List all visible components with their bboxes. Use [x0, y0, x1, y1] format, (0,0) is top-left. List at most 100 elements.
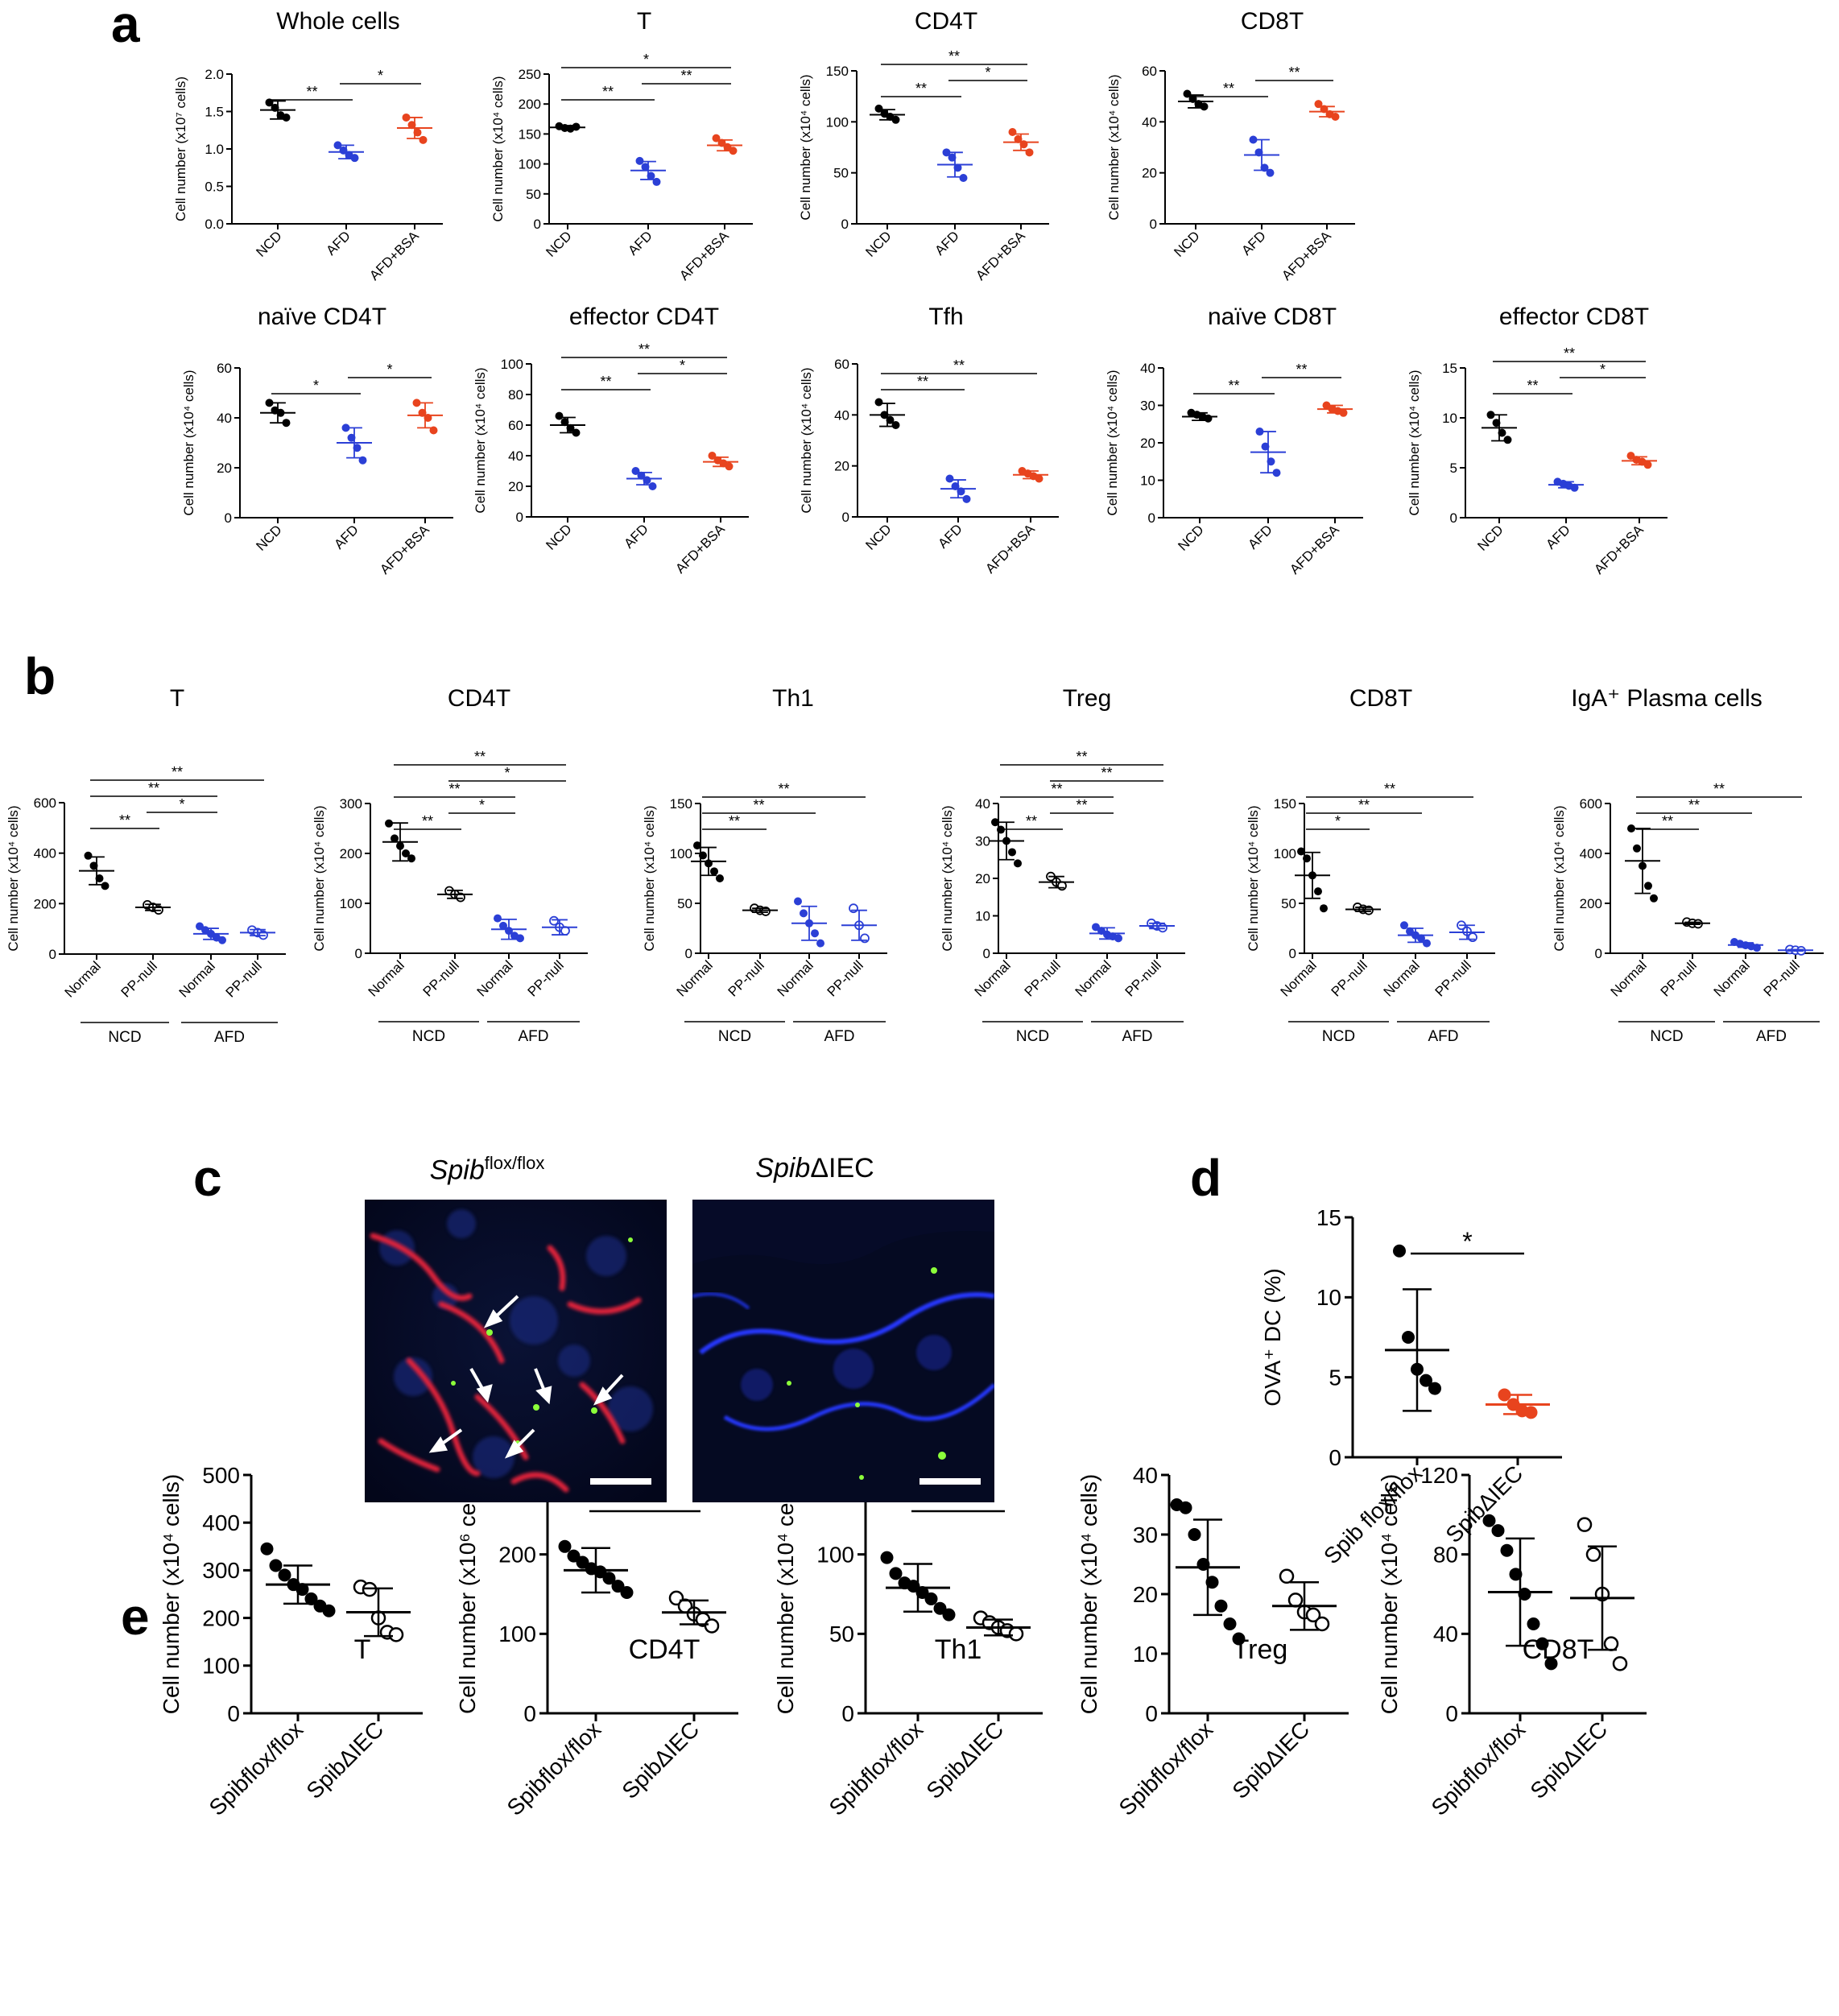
data-point	[611, 1580, 625, 1593]
y-axis-label: OVA⁺ DC (%)	[1260, 1268, 1285, 1406]
data-point	[1232, 1632, 1246, 1646]
data-point	[1057, 881, 1067, 891]
y-tick-label: 100	[816, 1542, 854, 1567]
data-point	[388, 1627, 404, 1642]
y-axis-label: Cell number (x10⁴ cells)	[181, 370, 196, 515]
y-tick-label: 0	[1148, 510, 1155, 526]
y-tick-label: 250	[519, 67, 541, 82]
group-label: NCD	[718, 1028, 751, 1045]
data-point	[350, 154, 359, 163]
y-tick-label: 0	[842, 510, 849, 525]
data-point	[1393, 1244, 1406, 1258]
y-tick-label: 300	[202, 1558, 240, 1583]
chart-b5: CD8T 0 50 100 150 Cell number (x10⁴ cells) Nor…	[1246, 685, 1495, 1045]
y-tick-label: 30	[1133, 1522, 1158, 1547]
x-tick-label: AFD	[932, 228, 961, 258]
data-point	[1500, 1543, 1514, 1557]
y-tick-label: 300	[340, 796, 362, 812]
chart-title: CD4T	[448, 685, 510, 712]
data-point	[558, 1539, 572, 1553]
significance-label: **	[474, 749, 486, 765]
y-axis-label: Cell number (x10⁴ cells)	[1377, 1474, 1402, 1714]
data-point	[1643, 461, 1652, 469]
significance-label: *	[504, 765, 510, 781]
x-tick-label: AFD+BSA	[672, 521, 728, 576]
y-tick-label: 60	[834, 357, 849, 372]
y-tick-label: 100	[501, 357, 523, 372]
y-axis-label: Cell number (x10⁴ cells)	[798, 74, 813, 220]
x-tick-label: PP-null	[824, 957, 866, 999]
x-tick-label: Spib flox/flox	[1319, 1460, 1427, 1568]
data-point	[1626, 452, 1635, 461]
panel-label-b: b	[24, 647, 56, 705]
x-tick-label: Normal	[1711, 957, 1753, 999]
y-tick-label: 0.0	[205, 217, 224, 232]
data-point	[693, 841, 701, 850]
y-tick-label: 40	[975, 796, 990, 812]
data-point	[647, 171, 655, 180]
y-axis-label: Cell number (x10⁴ cells)	[473, 367, 488, 513]
data-point	[1249, 135, 1258, 144]
y-axis-label: Cell number (x10⁴ cells)	[312, 805, 327, 951]
data-point	[1014, 134, 1023, 143]
y-tick-label: 100	[1274, 846, 1296, 861]
group-label: AFD	[1756, 1028, 1787, 1045]
y-tick-label: 0	[1450, 510, 1457, 526]
y-tick-label: 40	[1433, 1621, 1458, 1646]
data-point	[269, 1559, 283, 1572]
significance-label: **	[1288, 64, 1300, 81]
y-tick-label: 20	[975, 871, 990, 886]
data-point	[1633, 844, 1641, 853]
data-point	[933, 1601, 947, 1615]
data-point	[333, 141, 342, 150]
x-tick-label: Spibflox/flox	[1427, 1716, 1531, 1820]
data-point	[959, 174, 968, 182]
data-point	[1577, 1517, 1593, 1532]
y-tick-label: 60	[1142, 64, 1157, 79]
x-tick-label: Normal	[1608, 957, 1650, 999]
chart-title: Tfh	[928, 304, 963, 330]
chart-b3: Th1 0 50 100 150 Cell number (x10⁴ cells) Norm…	[642, 685, 887, 1045]
data-point	[1603, 1636, 1619, 1651]
data-point	[648, 482, 657, 490]
y-tick-label: 20	[1142, 166, 1157, 181]
data-point	[1417, 934, 1425, 943]
y-tick-label: 400	[1580, 846, 1602, 861]
data-point	[1509, 1568, 1523, 1581]
y-tick-label: 80	[508, 387, 523, 403]
x-tick-label: AFD+BSA	[1287, 522, 1342, 577]
data-point	[1423, 939, 1431, 948]
group-label: AFD	[519, 1028, 549, 1045]
y-tick-label: 0	[1445, 1701, 1458, 1726]
data-point	[1008, 1626, 1024, 1642]
y-tick-label: 0	[516, 510, 523, 525]
micrograph-left-title: Spibflox/flox	[366, 1153, 608, 1186]
y-tick-label: 120	[1420, 1463, 1458, 1488]
x-tick-label: NCD	[253, 228, 284, 259]
data-point	[1303, 854, 1311, 863]
y-tick-label: 40	[1140, 361, 1155, 376]
data-point	[1570, 483, 1579, 492]
significance-label: **	[422, 813, 433, 829]
y-tick-label: 50	[833, 166, 849, 181]
data-point	[725, 462, 734, 471]
data-point	[945, 474, 954, 483]
data-point	[572, 428, 581, 437]
y-tick-label: 100	[670, 846, 692, 861]
data-point	[566, 423, 575, 432]
data-point	[1468, 932, 1477, 943]
data-point	[1223, 1617, 1237, 1630]
y-axis-label: Cell number (x10⁴ cells)	[1105, 370, 1120, 515]
y-tick-label: 10	[1442, 411, 1457, 426]
y-axis-label: Cell number (x10⁴ cells)	[490, 76, 506, 221]
data-point	[1008, 848, 1016, 857]
y-tick-label: 20	[834, 459, 849, 474]
data-point	[1503, 436, 1512, 444]
y-tick-label: 0	[1150, 217, 1157, 232]
x-tick-label: Normal	[1381, 957, 1423, 999]
data-point	[860, 933, 870, 944]
significance-label: **	[602, 84, 614, 100]
y-tick-label: 30	[975, 833, 990, 849]
y-tick-label: 20	[508, 479, 523, 494]
